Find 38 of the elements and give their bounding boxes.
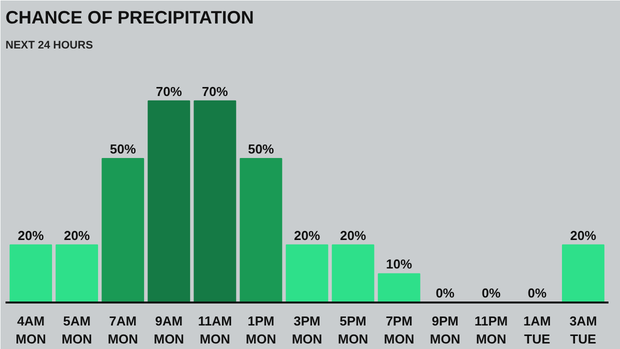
data-label: 20% [18,228,44,243]
bar [562,244,604,302]
x-tick-label: 7AM MON [108,314,138,346]
bar [10,244,52,302]
bar [240,158,282,302]
data-label: 20% [294,228,320,243]
x-tick-label: 5AM MON [62,314,92,346]
data-label: 70% [156,84,182,99]
bar [102,158,144,302]
data-label: 10% [386,256,413,272]
data-label: 20% [340,228,366,243]
x-tick-label: 11PM MON [474,314,508,346]
x-tick-label: 3AM TUE [569,314,597,346]
bar [148,100,190,302]
data-label: 20% [570,228,597,243]
x-tick-label: 5PM MON [338,314,368,346]
chart-subtitle: NEXT 24 HOURS [6,40,93,52]
data-label: 20% [64,228,90,243]
bar [194,100,236,302]
bar [56,244,98,302]
data-label: 0% [436,286,455,300]
x-tick-label: 3PM MON [292,314,322,346]
data-label: 0% [482,286,501,300]
bar [378,273,420,302]
bar [286,244,328,302]
data-label: 50% [110,141,136,156]
x-tick-label: 4AM MON [16,314,46,346]
bar [332,244,374,302]
x-tick-label: 11AM MON [198,314,232,346]
x-tick-label: 1AM TUE [523,314,551,346]
data-label: 0% [528,286,547,300]
chart-title: CHANCE OF PRECIPITATION [6,8,254,28]
data-label: 70% [202,84,228,99]
data-label: 50% [248,141,274,156]
x-tick-label: 7PM MON [384,314,414,346]
x-tick-label: 9AM MON [154,314,184,346]
x-tick-label: 1PM MON [246,314,276,346]
x-tick-label: 9PM MON [430,314,460,346]
